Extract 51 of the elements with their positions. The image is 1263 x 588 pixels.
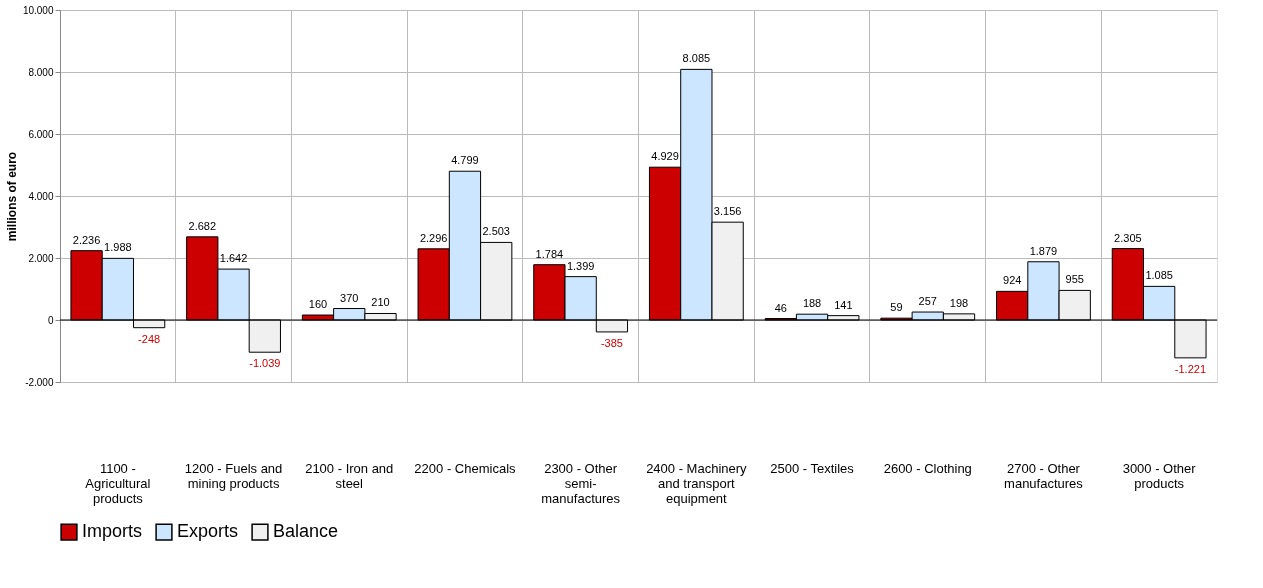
y-tick-label: 10.000 [22, 4, 54, 16]
y-tick-label: 8.000 [28, 66, 54, 78]
data-label: 1.784 [535, 247, 564, 260]
x-tick-label: 2200 - Chemicals [414, 460, 517, 476]
data-label: 2.503 [482, 225, 510, 238]
x-tick-label: 2700 - Other manufactures [1004, 460, 1084, 491]
data-label: 1.399 [566, 259, 595, 272]
data-label: 141 [834, 298, 853, 311]
y-tick-label: -2.000 [25, 376, 54, 388]
x-tick-label: 2400 - Machinery and transport equipment [646, 460, 748, 506]
data-label: -248 [138, 332, 161, 345]
data-label: 188 [802, 297, 822, 310]
data-label: 2.682 [188, 219, 217, 232]
x-tick-label: 3000 - Other products [1122, 460, 1197, 491]
data-label: 210 [371, 296, 390, 309]
data-label: 2.296 [419, 231, 448, 244]
data-label: 1.988 [104, 241, 132, 254]
legend-label: Imports [82, 521, 143, 542]
y-tick-label: 2.000 [28, 252, 54, 264]
x-tick-label: 2100 - Iron and steel [305, 460, 394, 491]
legend-label: Balance [273, 521, 339, 542]
data-label: -1.039 [249, 357, 281, 370]
data-label: 924 [1003, 274, 1022, 287]
data-label: 1.085 [1145, 269, 1173, 282]
data-label: 160 [308, 298, 328, 311]
data-label: 1.879 [1029, 244, 1058, 257]
x-tick-label: 2600 - Clothing [883, 460, 972, 476]
x-tick-label: 1200 - Fuels and mining products [184, 460, 283, 491]
data-label: 59 [890, 301, 903, 314]
data-label: -385 [600, 336, 623, 349]
y-tick-label: 4.000 [28, 190, 54, 202]
legend-label: Exports [177, 521, 239, 542]
data-label: 4.799 [451, 154, 479, 167]
data-label: 257 [918, 295, 937, 308]
y-tick-label: 0 [47, 314, 54, 326]
data-label: 46 [774, 301, 787, 314]
data-label: 8.085 [682, 52, 711, 65]
x-tick-label: 1100 - Agricultural products [85, 460, 151, 506]
data-label: 2.236 [72, 233, 101, 246]
data-label: 370 [340, 291, 359, 304]
data-label: 1.642 [219, 252, 248, 265]
data-label: 198 [949, 296, 969, 309]
data-label: 3.156 [713, 205, 742, 218]
x-tick-label: 2300 - Other semi-manufactures [541, 460, 621, 506]
data-label: 2.305 [1114, 231, 1142, 244]
y-tick-label: 6.000 [28, 128, 54, 140]
y-axis-title: millions of euro [4, 151, 19, 242]
data-label: -1.221 [1174, 362, 1207, 375]
data-label: 955 [1065, 273, 1084, 286]
data-label: 4.929 [651, 150, 679, 163]
x-tick-label: 2500 - Textiles [770, 460, 855, 476]
